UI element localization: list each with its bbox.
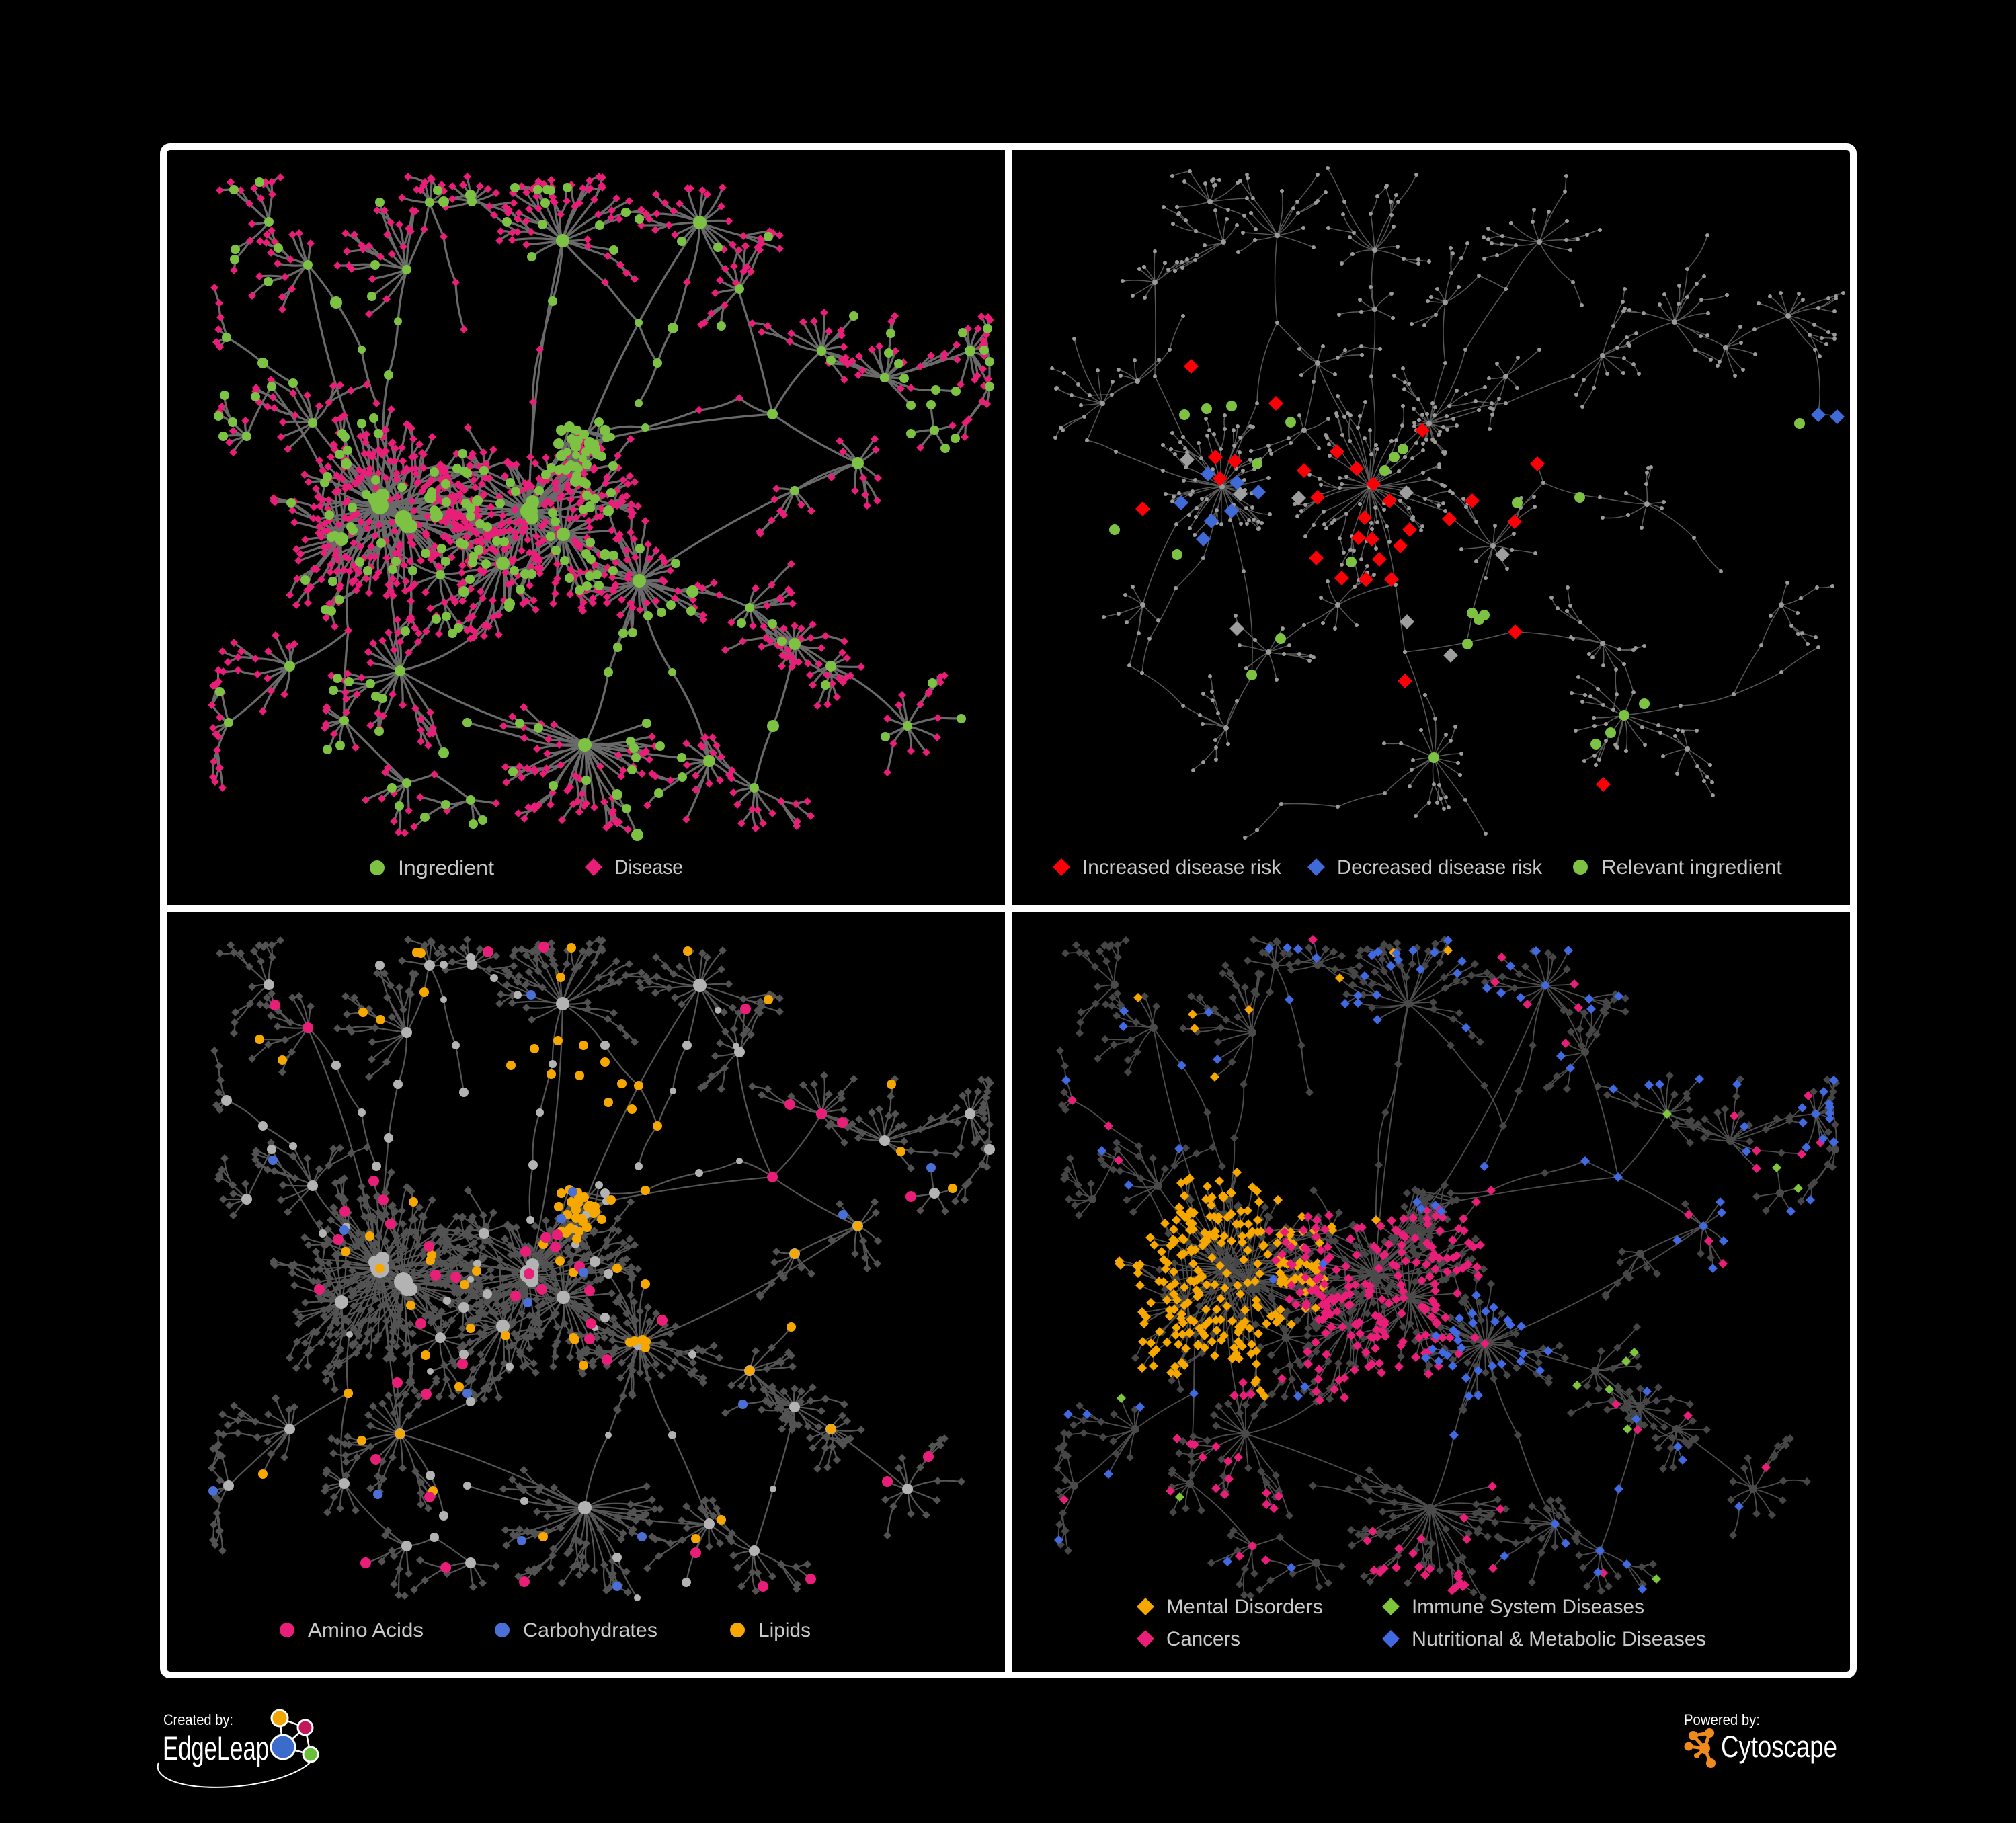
svg-text:Immune System Diseases: Immune System Diseases	[1412, 1596, 1644, 1618]
svg-text:Powered by:: Powered by:	[1684, 1711, 1760, 1728]
svg-text:Increased disease risk: Increased disease risk	[1082, 856, 1282, 879]
svg-text:Created by:: Created by:	[163, 1711, 233, 1728]
svg-text:Relevant ingredient: Relevant ingredient	[1601, 856, 1783, 879]
svg-text:Mental Disorders: Mental Disorders	[1166, 1596, 1323, 1618]
svg-text:Cytoscape: Cytoscape	[1721, 1730, 1837, 1764]
svg-text:Decreased disease risk: Decreased disease risk	[1337, 856, 1543, 879]
svg-text:Amino Acids: Amino Acids	[308, 1619, 424, 1642]
svg-text:Disease: Disease	[614, 856, 683, 879]
svg-text:Carbohydrates: Carbohydrates	[523, 1619, 657, 1642]
svg-text:Cancers: Cancers	[1166, 1628, 1240, 1650]
svg-text:EdgeLeap: EdgeLeap	[163, 1730, 269, 1767]
svg-text:Nutritional & Metabolic Diseas: Nutritional & Metabolic Diseases	[1412, 1628, 1706, 1650]
svg-text:Lipids: Lipids	[758, 1619, 811, 1642]
svg-text:Ingredient: Ingredient	[398, 857, 495, 879]
